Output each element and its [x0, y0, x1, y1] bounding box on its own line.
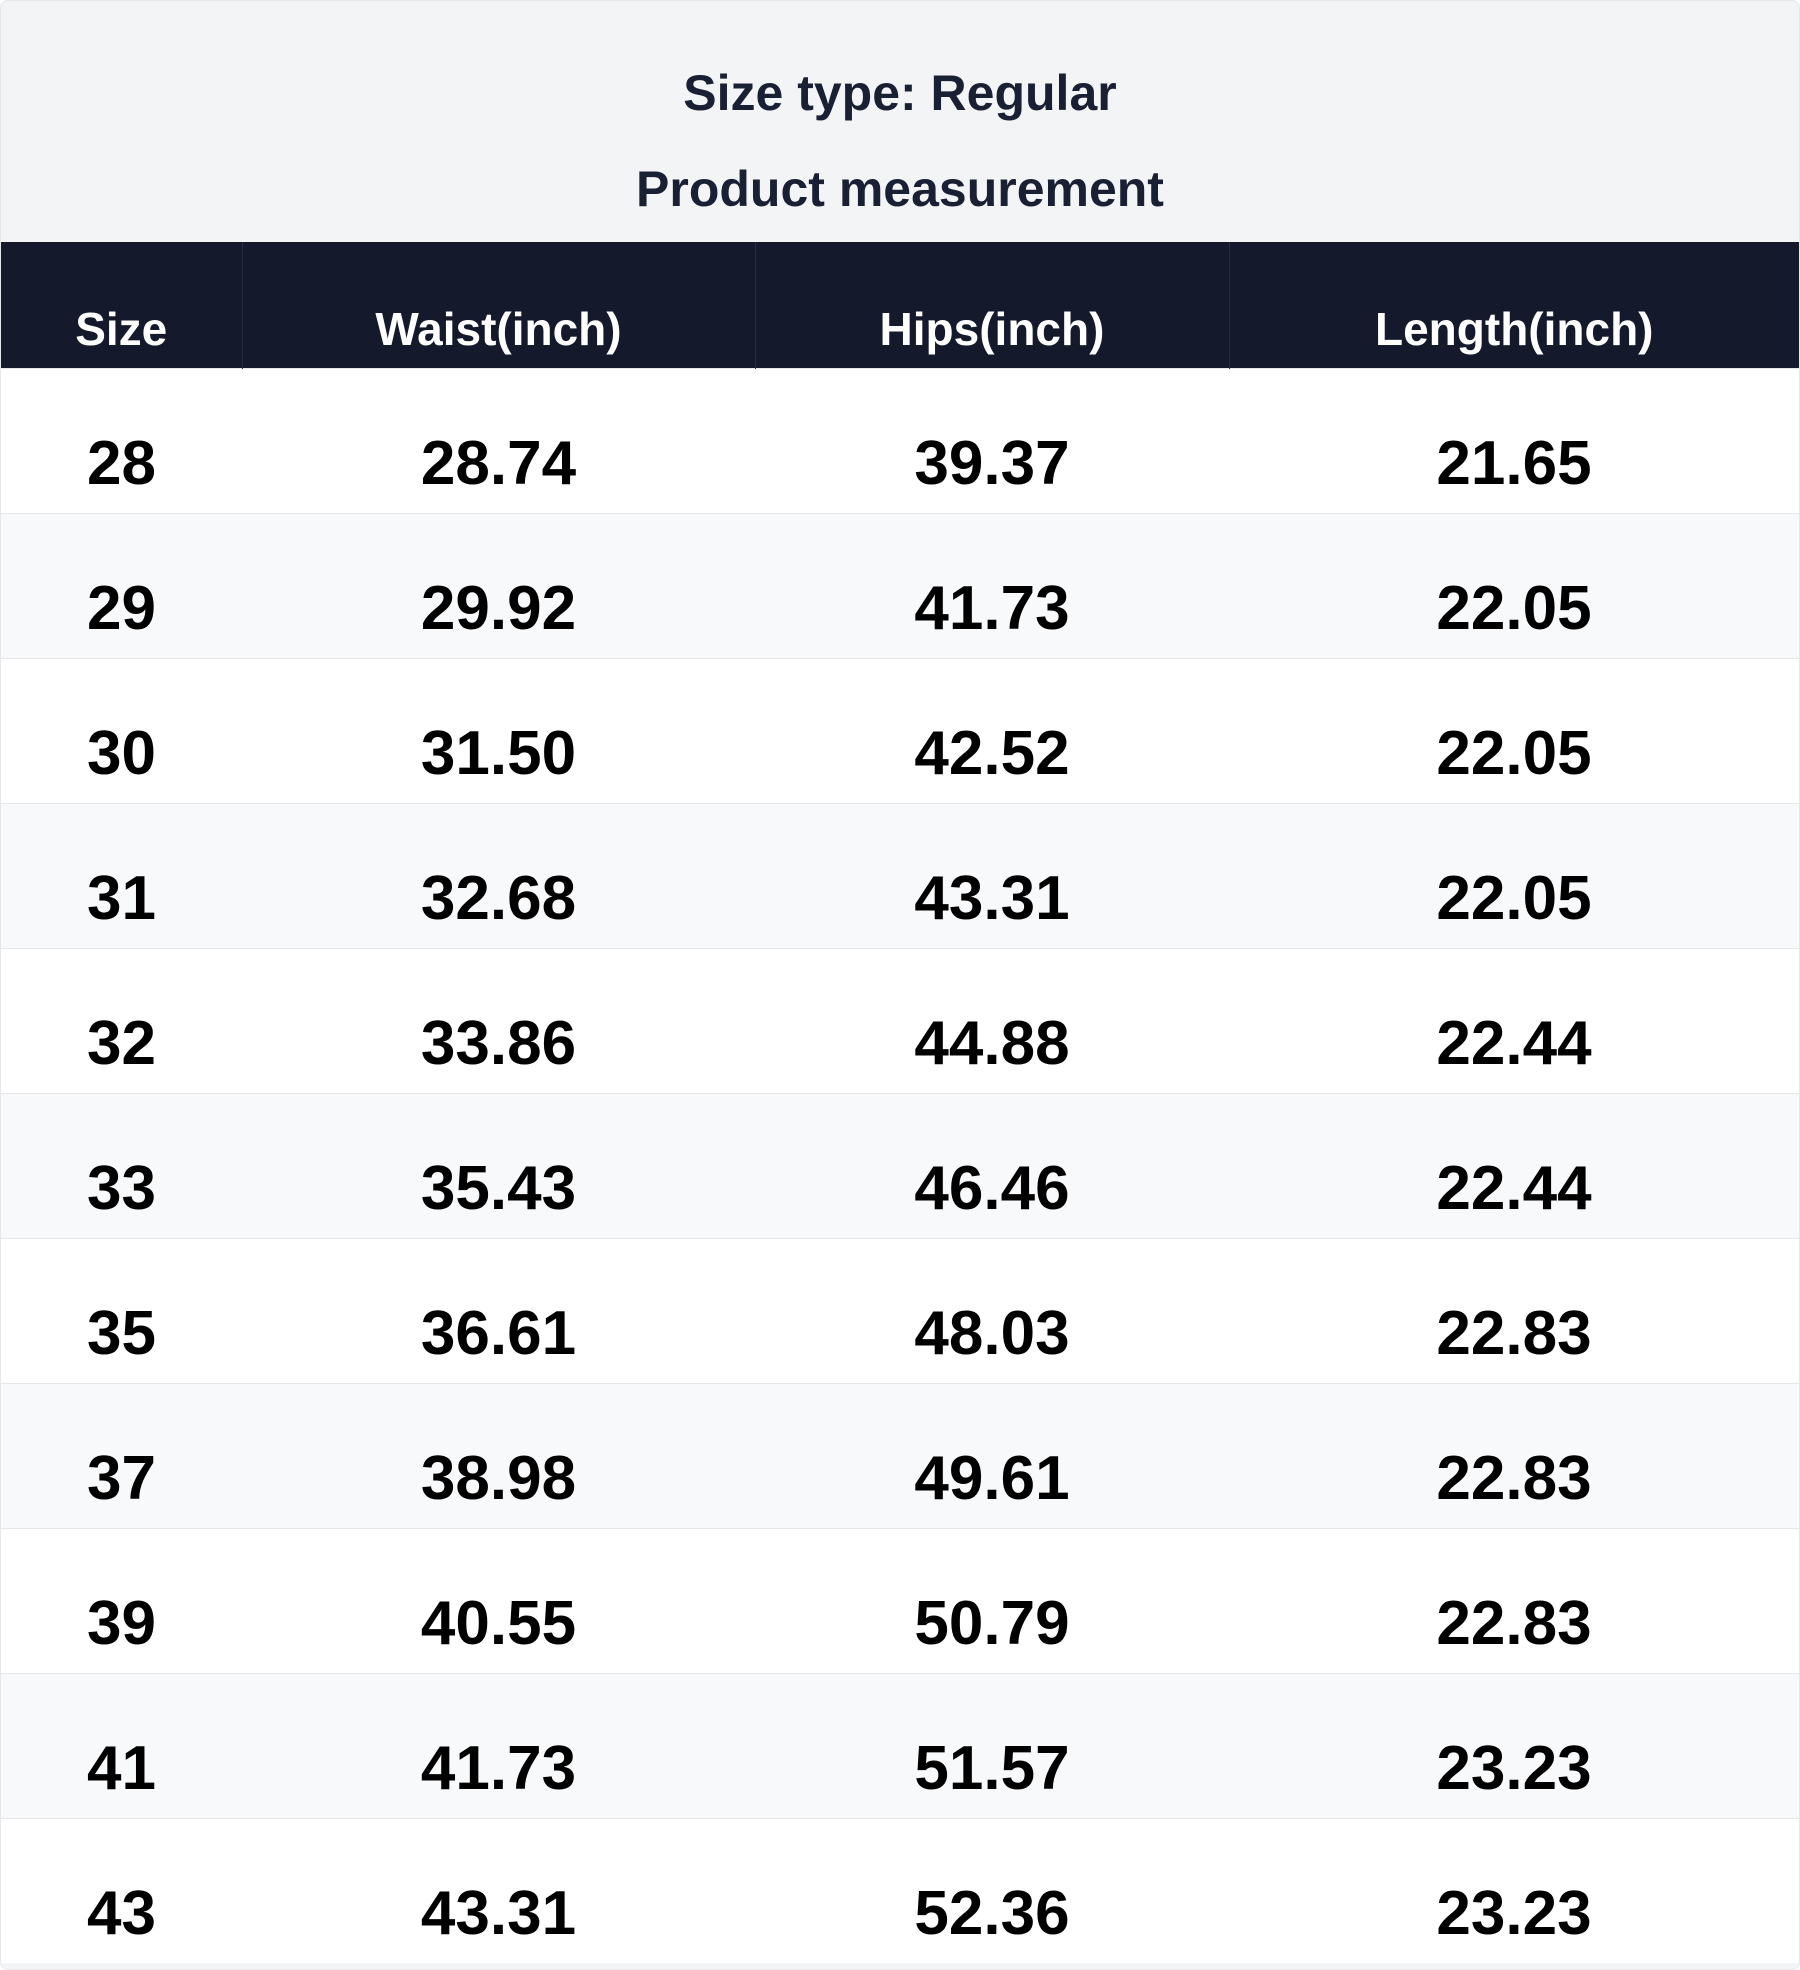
table-cell: 35 — [1, 1237, 242, 1383]
column-header: Size — [1, 242, 242, 368]
table-cell: 43.31 — [242, 1817, 755, 1963]
table-cell: 46.46 — [755, 1092, 1229, 1238]
column-header: Hips(inch) — [754, 242, 1229, 368]
table-cell: 38.98 — [242, 1382, 755, 1528]
table-cell: 28 — [1, 367, 242, 513]
table-cell: 37 — [1, 1382, 242, 1528]
table-row: 32 33.86 44.88 22.44 — [1, 947, 1799, 1093]
table-cell: 31 — [1, 802, 242, 948]
table-cell: 33.86 — [242, 947, 755, 1093]
table-row: 39 40.55 50.79 22.83 — [1, 1527, 1799, 1673]
table-row: 35 36.61 48.03 22.83 — [1, 1237, 1799, 1383]
table-cell: 50.79 — [755, 1527, 1229, 1673]
header: Size type: Regular Product measurement — [1, 1, 1799, 242]
table-row: 43 43.31 52.36 23.23 — [1, 1817, 1799, 1963]
table-cell: 41.73 — [755, 512, 1229, 658]
table-cell: 49.61 — [755, 1382, 1229, 1528]
table-row: 33 35.43 46.46 22.44 — [1, 1092, 1799, 1238]
table-cell: 22.44 — [1229, 1092, 1799, 1238]
table-cell: 22.83 — [1229, 1527, 1799, 1673]
table-cell: 29 — [1, 512, 242, 658]
header-row: Size Waist(inch) Hips(inch) Length(inch) — [1, 242, 1799, 368]
table-cell: 22.05 — [1229, 512, 1799, 658]
table-cell: 41.73 — [242, 1672, 755, 1818]
table-row: 41 41.73 51.57 23.23 — [1, 1672, 1799, 1818]
table-cell: 43 — [1, 1817, 242, 1963]
table-cell: 35.43 — [242, 1092, 755, 1238]
table-body: 28 28.74 39.37 21.65 29 29.92 41.73 22.05 30 31.5… — [1, 367, 1799, 1963]
table-cell: 22.44 — [1229, 947, 1799, 1093]
table-cell: 23.23 — [1229, 1817, 1799, 1963]
table-cell: 39.37 — [755, 367, 1229, 513]
table-cell: 22.83 — [1229, 1237, 1799, 1383]
table-row: 31 32.68 43.31 22.05 — [1, 802, 1799, 948]
table-cell: 33 — [1, 1092, 242, 1238]
table-row: 37 38.98 49.61 22.83 — [1, 1382, 1799, 1528]
table-cell: 29.92 — [242, 512, 755, 658]
subtitle: Product measurement — [636, 161, 1164, 217]
table-row: 28 28.74 39.37 21.65 — [1, 367, 1799, 513]
size-table: Size Waist(inch) Hips(inch) Length(inch) 28… — [1, 242, 1799, 1963]
title: Size type: Regular — [683, 65, 1117, 121]
table-cell: 30 — [1, 657, 242, 803]
table-cell: 28.74 — [242, 367, 755, 513]
column-header: Length(inch) — [1228, 242, 1799, 368]
table-cell: 32.68 — [242, 802, 755, 948]
table-cell: 22.83 — [1229, 1382, 1799, 1528]
table-cell: 41 — [1, 1672, 242, 1818]
table-cell: 51.57 — [755, 1672, 1229, 1818]
table-cell: 48.03 — [755, 1237, 1229, 1383]
table-row: 29 29.92 41.73 22.05 — [1, 512, 1799, 658]
column-header: Waist(inch) — [241, 242, 755, 368]
table-cell: 44.88 — [755, 947, 1229, 1093]
table-cell: 32 — [1, 947, 242, 1093]
table-cell: 42.52 — [755, 657, 1229, 803]
table-cell: 52.36 — [755, 1817, 1229, 1963]
table-cell: 31.50 — [242, 657, 755, 803]
table-row: 30 31.50 42.52 22.05 — [1, 657, 1799, 803]
table-cell: 43.31 — [755, 802, 1229, 948]
table-cell: 36.61 — [242, 1237, 755, 1383]
table-cell: 21.65 — [1229, 367, 1799, 513]
table-cell: 22.05 — [1229, 657, 1799, 803]
table-cell: 22.05 — [1229, 802, 1799, 948]
table-cell: 23.23 — [1229, 1672, 1799, 1818]
table-cell: 39 — [1, 1527, 242, 1673]
table-cell: 40.55 — [242, 1527, 755, 1673]
